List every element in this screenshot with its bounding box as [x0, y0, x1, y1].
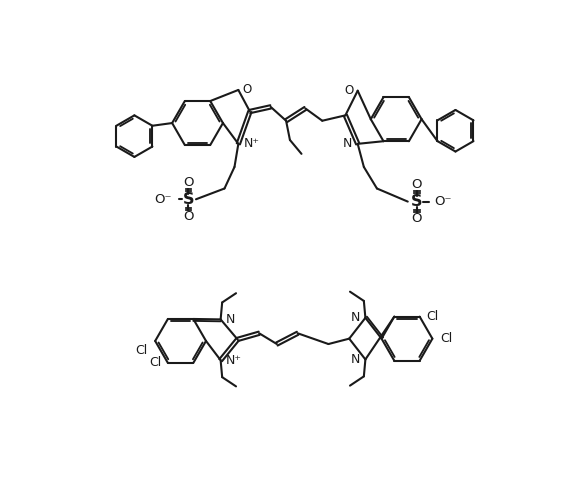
Text: N: N: [350, 353, 360, 366]
Text: S: S: [182, 192, 194, 207]
Text: O: O: [412, 212, 422, 225]
Text: O⁻: O⁻: [154, 193, 171, 206]
Text: N: N: [226, 313, 236, 326]
Text: N: N: [350, 312, 360, 324]
Text: Cl: Cl: [149, 357, 161, 370]
Text: O: O: [412, 178, 422, 191]
Text: Cl: Cl: [135, 344, 147, 357]
Text: O: O: [183, 210, 194, 223]
Text: O⁻: O⁻: [434, 195, 451, 208]
Text: Cl: Cl: [440, 332, 452, 345]
Text: N: N: [343, 137, 352, 150]
Text: S: S: [411, 194, 423, 209]
Text: O: O: [242, 83, 251, 96]
Text: O: O: [183, 176, 194, 189]
Text: O: O: [345, 84, 354, 97]
Text: Cl: Cl: [426, 310, 438, 323]
Text: N⁺: N⁺: [244, 137, 260, 150]
Text: N⁺: N⁺: [226, 354, 242, 367]
